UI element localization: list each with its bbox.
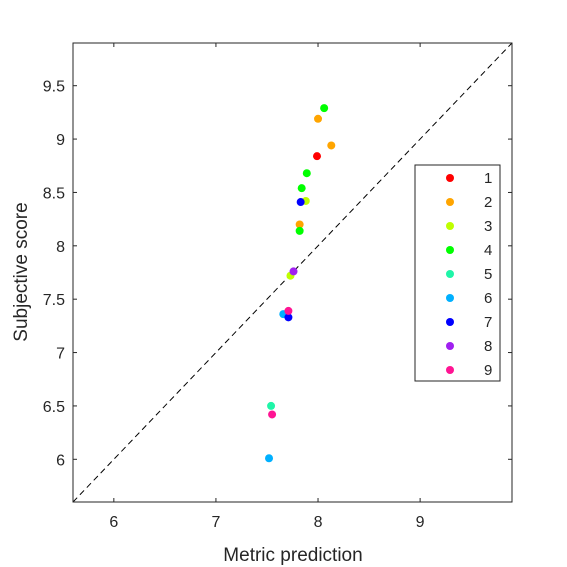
reference-diagonal-line xyxy=(73,43,512,502)
y-axis-label: Subjective score xyxy=(11,202,32,341)
data-point-series-2 xyxy=(314,114,323,123)
data-point-series-7 xyxy=(296,198,305,207)
data-point-series-6 xyxy=(265,454,274,463)
plot-frame xyxy=(72,42,513,503)
legend-label-4: 4 xyxy=(484,242,492,259)
legend-marker-8 xyxy=(446,342,454,350)
legend-marker-3 xyxy=(446,222,454,230)
y-tick-label: 6.5 xyxy=(43,399,65,416)
y-tick-label: 9 xyxy=(56,132,65,149)
x-axis-label: Metric prediction xyxy=(223,545,362,566)
legend-label-9: 9 xyxy=(484,362,492,379)
x-tick-label: 7 xyxy=(211,514,220,531)
legend-marker-6 xyxy=(446,294,454,302)
data-point-series-2 xyxy=(295,220,304,229)
legend-label-2: 2 xyxy=(484,194,492,211)
data-point-series-4 xyxy=(320,104,329,113)
legend-marker-1 xyxy=(446,174,454,182)
y-tick-label: 6 xyxy=(56,452,65,469)
legend-marker-5 xyxy=(446,270,454,278)
y-tick-label: 8.5 xyxy=(43,185,65,202)
legend-box xyxy=(414,164,501,382)
legend-label-3: 3 xyxy=(484,218,492,235)
legend-label-8: 8 xyxy=(484,338,492,355)
data-point-series-4 xyxy=(295,226,304,235)
y-axis-ticks: 6 6.5 7 7.5 8 8.5 9 9.5 xyxy=(43,79,512,469)
legend-marker-7 xyxy=(446,318,454,326)
reference-line-layer xyxy=(73,43,512,502)
data-point-series-2 xyxy=(327,141,336,150)
legend: 1 2 3 4 5 6 7 8 9 xyxy=(414,164,501,382)
data-point-series-5 xyxy=(267,401,276,410)
data-point-series-4 xyxy=(302,169,311,178)
y-tick-label: 9.5 xyxy=(43,79,65,96)
legend-items: 1 2 3 4 5 6 7 8 9 xyxy=(446,170,492,379)
legend-label-6: 6 xyxy=(484,290,492,307)
x-axis-ticks: 6 7 8 9 xyxy=(109,43,425,531)
data-point-series-1 xyxy=(313,152,322,161)
y-tick-label: 7 xyxy=(56,346,65,363)
legend-marker-4 xyxy=(446,246,454,254)
legend-marker-2 xyxy=(446,198,454,206)
legend-label-5: 5 xyxy=(484,266,492,283)
data-points-layer xyxy=(265,104,336,463)
x-tick-label: 8 xyxy=(314,514,323,531)
legend-marker-9 xyxy=(446,366,454,374)
x-tick-label: 6 xyxy=(109,514,118,531)
x-tick-label: 9 xyxy=(416,514,425,531)
y-tick-label: 7.5 xyxy=(43,292,65,309)
data-point-series-8 xyxy=(289,267,298,276)
legend-label-1: 1 xyxy=(484,170,492,187)
y-tick-label: 8 xyxy=(56,239,65,256)
data-point-series-7 xyxy=(284,313,293,322)
data-point-series-9 xyxy=(268,410,277,419)
legend-label-7: 7 xyxy=(484,314,492,331)
data-point-series-4 xyxy=(297,184,306,193)
data-point-series-9 xyxy=(284,306,293,315)
